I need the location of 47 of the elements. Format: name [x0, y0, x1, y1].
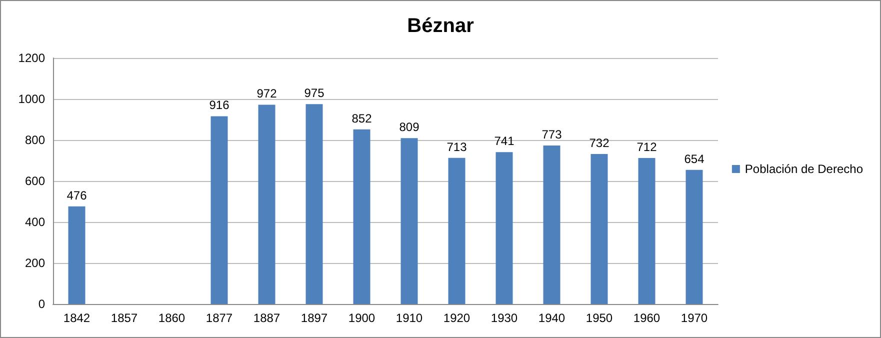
bar [210, 116, 228, 304]
y-tick-label: 0 [38, 297, 46, 311]
data-label: 972 [256, 86, 278, 101]
bar [543, 146, 560, 304]
y-tick-label: 1200 [18, 51, 46, 65]
bar [306, 104, 323, 304]
chart-title: Béznar [407, 15, 474, 37]
x-tick-label: 1970 [680, 311, 708, 325]
x-tick-label: 1842 [63, 311, 90, 325]
x-tick-label: 1940 [538, 311, 566, 325]
data-label: 809 [399, 120, 420, 134]
bar [448, 158, 466, 304]
bar [496, 152, 513, 304]
data-label: 713 [446, 140, 468, 154]
data-label: 975 [304, 86, 325, 100]
bar [353, 129, 370, 304]
data-label: 852 [352, 111, 372, 126]
y-tick-label: 600 [24, 174, 46, 188]
x-tick-label: 1860 [158, 311, 186, 325]
x-tick-label: 1960 [633, 311, 660, 325]
x-tick-label: 1857 [110, 311, 138, 325]
bar [686, 170, 703, 304]
y-tick-label: 200 [24, 256, 46, 270]
x-tick-label: 1930 [490, 311, 518, 325]
x-tick-label: 1910 [396, 311, 423, 325]
x-tick-label: 1950 [586, 311, 613, 325]
data-label: 654 [684, 152, 705, 166]
y-tick-label: 1000 [18, 92, 46, 106]
x-tick-label: 1877 [206, 311, 233, 325]
bar [68, 206, 86, 304]
x-tick-label: 1920 [443, 311, 470, 325]
y-tick-label: 400 [24, 215, 46, 229]
data-label: 773 [542, 128, 562, 142]
data-label: 476 [66, 188, 88, 202]
x-tick-label: 1897 [300, 311, 328, 325]
data-label: 712 [636, 140, 658, 154]
data-label: 732 [589, 136, 610, 150]
legend-label: Población de Derecho [744, 162, 864, 176]
data-label: 916 [209, 98, 230, 112]
bar [258, 104, 276, 304]
x-tick-label: 1887 [253, 311, 280, 325]
data-label: 741 [494, 134, 515, 148]
y-tick-label: 800 [24, 133, 46, 147]
bar [400, 138, 418, 304]
bar [638, 158, 656, 304]
bar [590, 154, 608, 304]
x-tick-label: 1900 [348, 311, 376, 325]
